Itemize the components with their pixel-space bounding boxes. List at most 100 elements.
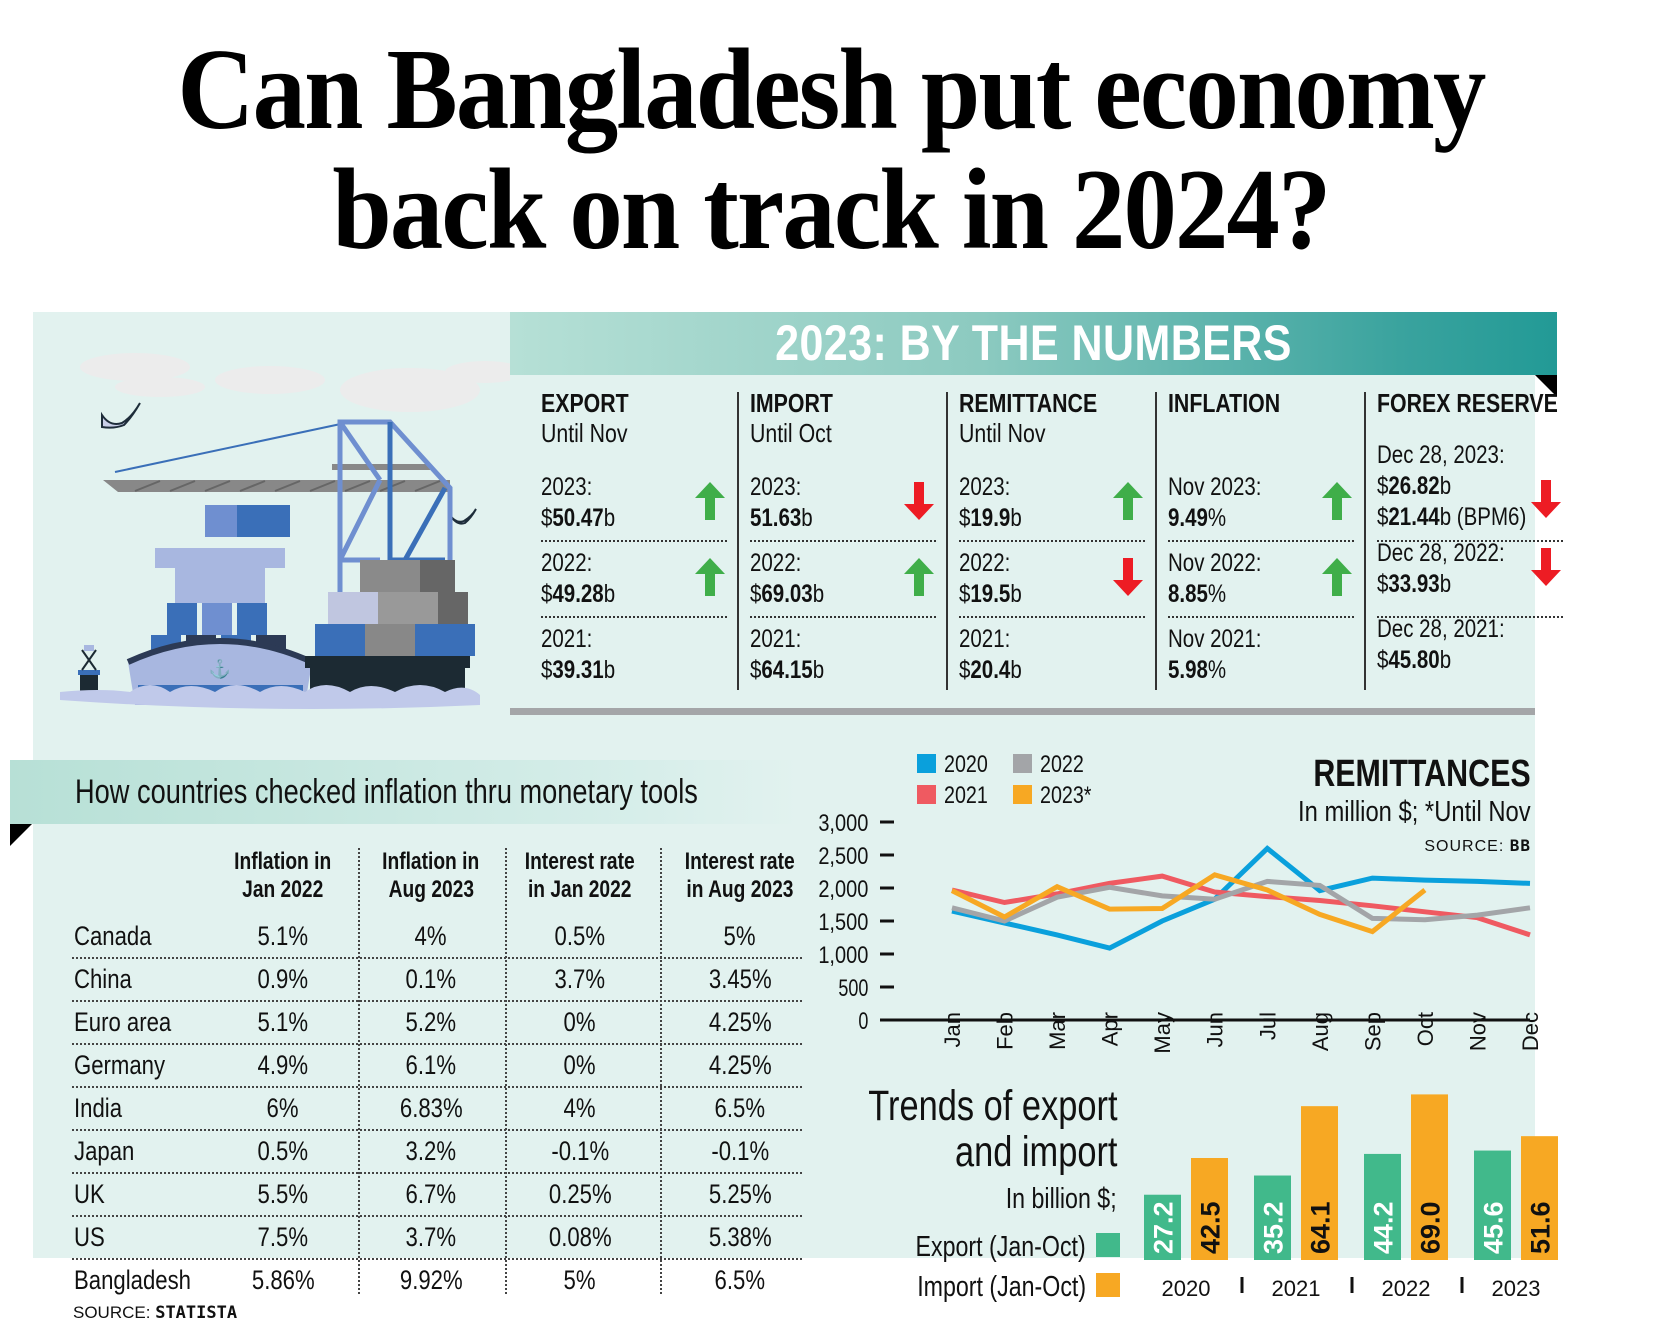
- stat-number: 49.28: [552, 580, 604, 608]
- x-category-label: 2020: [1162, 1276, 1211, 1301]
- legend-label: 2021: [944, 782, 988, 809]
- stat-suffix: b: [812, 580, 825, 608]
- table-cell: 3.7%: [510, 959, 650, 999]
- trade-chart-title: Trends of export and import: [868, 1083, 1117, 1175]
- stat-item: Nov 2022: 8.85%: [1168, 548, 1354, 616]
- trend-down-arrow-icon: [1531, 480, 1561, 518]
- stat-prefix: $: [750, 656, 762, 684]
- stat-suffix: b: [1010, 580, 1022, 608]
- stat-number: 19.9: [970, 504, 1011, 532]
- stat-number: 50.47: [552, 504, 604, 532]
- x-tick-label: Sep: [1360, 1012, 1385, 1051]
- legend-export-swatch: [1096, 1233, 1120, 1258]
- row-divider: [72, 1129, 802, 1131]
- stat-suffix: %: [1207, 580, 1227, 608]
- stat-number: 64.15: [761, 656, 813, 684]
- anchor-icon: ⚓: [209, 658, 231, 679]
- stat-label: 2023:: [959, 473, 1011, 501]
- country-name-text: China: [74, 964, 132, 994]
- inflation-table-source: SOURCE: STATISTA: [73, 1303, 237, 1323]
- stat-number: 19.5: [970, 580, 1011, 608]
- country-name: UK: [74, 1174, 112, 1214]
- table-cell: 6.5%: [670, 1088, 810, 1128]
- stat-value: $50.47b: [541, 503, 694, 534]
- divider-bar: [510, 708, 1535, 715]
- source-name: BB: [1509, 836, 1531, 855]
- stat-value: 8.85%: [1168, 579, 1321, 610]
- country-name: Germany: [74, 1045, 185, 1085]
- row-divider: [72, 1172, 802, 1174]
- bar-value-label: 42.5: [1196, 1201, 1226, 1254]
- column-header-row: Interest rate: [510, 848, 650, 876]
- bar-value-label: 69.0: [1416, 1201, 1446, 1254]
- table-cell: 4.25%: [670, 1045, 810, 1085]
- dotted-divider: [1377, 540, 1563, 542]
- stat-value-bpm6: $21.44b (BPM6): [1377, 502, 1530, 533]
- stat-value: 9.49%: [1168, 503, 1321, 534]
- x-category-label: 2022: [1382, 1276, 1431, 1301]
- table-row: Canada 5.1% 4% 0.5% 5%: [72, 916, 802, 959]
- stat-item: 2022: $49.28b: [541, 548, 727, 616]
- table-cell: 3.45%: [670, 959, 810, 999]
- column-header-line: in Aug 2023: [686, 876, 794, 903]
- bar-value-label: 51.6: [1526, 1201, 1556, 1254]
- cargo-ship-icon: ⚓: [126, 548, 314, 705]
- table-cell-text: 4.25%: [708, 1007, 772, 1037]
- stat-label: 2022:: [541, 549, 593, 577]
- stat-column-subtitle: Until Oct: [750, 418, 832, 448]
- table-cell-text: 7.5%: [257, 1222, 309, 1252]
- seagull-icon: [101, 402, 477, 525]
- table-cell: 6.1%: [361, 1045, 501, 1085]
- stat-label: Nov 2023:: [1168, 473, 1262, 501]
- dotted-divider: [750, 540, 936, 542]
- stat-number: 5.98: [1168, 656, 1208, 684]
- x-tick-label: Dec: [1518, 1012, 1543, 1051]
- stat-item: Dec 28, 2021: $45.80b: [1377, 614, 1563, 682]
- table-cell: 0.1%: [361, 959, 501, 999]
- table-cell: 5%: [670, 916, 810, 956]
- stat-suffix: b: [812, 656, 825, 684]
- remittances-source: SOURCE: BB: [1424, 836, 1531, 856]
- stat-value: $20.4b: [959, 655, 1112, 686]
- country-name-text: Japan: [74, 1136, 135, 1166]
- stat-column-remittance: REMITTANCE Until Nov 2023: $19.9b 2022: $19.5…: [959, 388, 1145, 688]
- trade-chart-subtitle: In billion $;: [1006, 1183, 1117, 1215]
- stat-label: 2021:: [541, 625, 593, 653]
- country-name-text: India: [74, 1093, 123, 1123]
- column-separator: [737, 392, 739, 690]
- trade-bar-chart: 27.2 42.5 2020 35.2 64.1 2021 44.2 69.0 2022 45.6…: [1144, 1094, 1558, 1301]
- bar-import-2021: [1301, 1106, 1338, 1260]
- stat-column-inflation: INFLATION Nov 2023: 9.49% Nov 2022: 8.85% Nov…: [1168, 388, 1354, 688]
- table-cell-text: 5.5%: [257, 1179, 309, 1209]
- table-cell-text: 0.5%: [554, 921, 606, 951]
- stat-label: 2022:: [750, 549, 802, 577]
- stat-number: 39.31: [552, 656, 604, 684]
- stat-value: 5.98%: [1168, 655, 1321, 686]
- remittances-title: REMITTANCES: [1313, 753, 1531, 795]
- table-cell: -0.1%: [670, 1131, 810, 1171]
- bar-export-2020: [1144, 1194, 1181, 1260]
- bar-value-label: 27.2: [1149, 1201, 1179, 1254]
- table-cell-text: 5.2%: [405, 1007, 457, 1037]
- table-cell: 5.2%: [361, 1002, 501, 1042]
- table-cell-text: 5.25%: [708, 1179, 772, 1209]
- table-cell-text: 5%: [723, 921, 757, 951]
- column-separator: [1364, 392, 1366, 690]
- stat-item: 2023: $19.9b: [959, 472, 1145, 540]
- stat-item: 2021: $39.31b: [541, 624, 727, 692]
- bar-value-label: 64.1: [1306, 1201, 1336, 1254]
- source-label: SOURCE:: [1424, 838, 1505, 855]
- trend-up-arrow-icon: [1113, 482, 1143, 520]
- column-header-line: Jan 2022: [242, 876, 324, 903]
- table-cell-text: 5.1%: [257, 921, 309, 951]
- table-row: Germany 4.9% 6.1% 0% 4.25%: [72, 1045, 802, 1088]
- stat-value: $49.28b: [541, 579, 694, 610]
- dotted-divider: [959, 540, 1145, 542]
- stat-item: 2021: $64.15b: [750, 624, 936, 692]
- x-tick-label: May: [1150, 1012, 1175, 1054]
- stat-item: Nov 2021: 5.98%: [1168, 624, 1354, 692]
- series-line-2020: [951, 845, 1531, 951]
- table-row: Japan 0.5% 3.2% -0.1% -0.1%: [72, 1131, 802, 1174]
- stat-column-subtitle: Until Nov: [959, 418, 1046, 448]
- stat-suffix: %: [1207, 656, 1227, 684]
